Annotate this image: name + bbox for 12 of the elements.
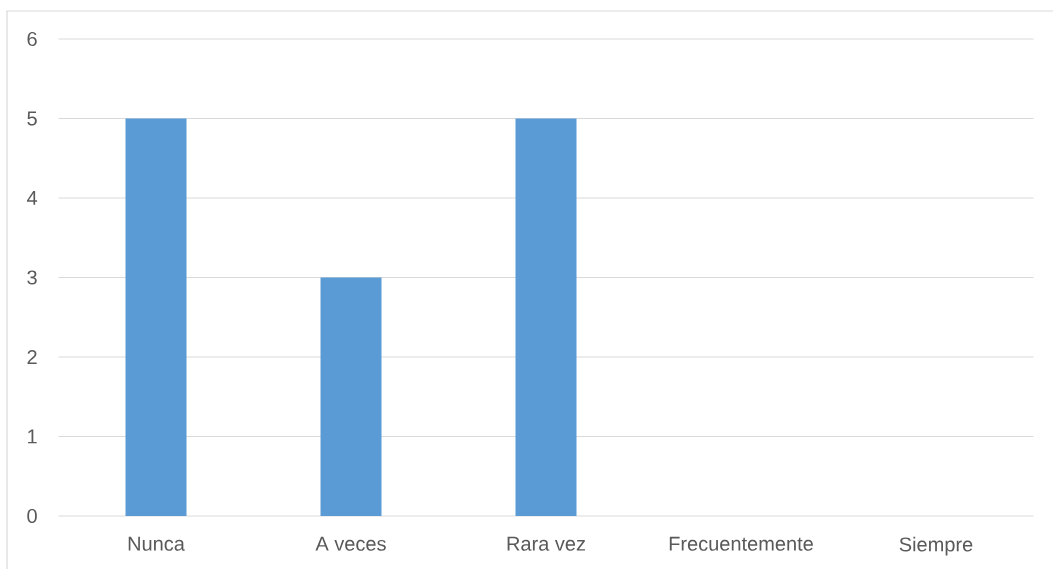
- y-tick-label: 3: [27, 270, 37, 285]
- y-tick-label: 6: [27, 31, 37, 47]
- x-tick-label: Nunca: [128, 536, 185, 551]
- x-tick-label: A veces: [315, 536, 386, 551]
- y-tick-label: 1: [28, 429, 37, 444]
- x-tick-label: Rara vez: [507, 536, 585, 551]
- x-tick-label: Frecuentemente: [669, 536, 813, 551]
- x-tick-label: Siempre: [899, 536, 973, 556]
- y-tick-label: 0: [27, 508, 37, 524]
- y-tick-label: 4: [26, 191, 38, 205]
- y-tick-label: 5: [27, 111, 37, 126]
- y-tick-label: 2: [27, 350, 37, 364]
